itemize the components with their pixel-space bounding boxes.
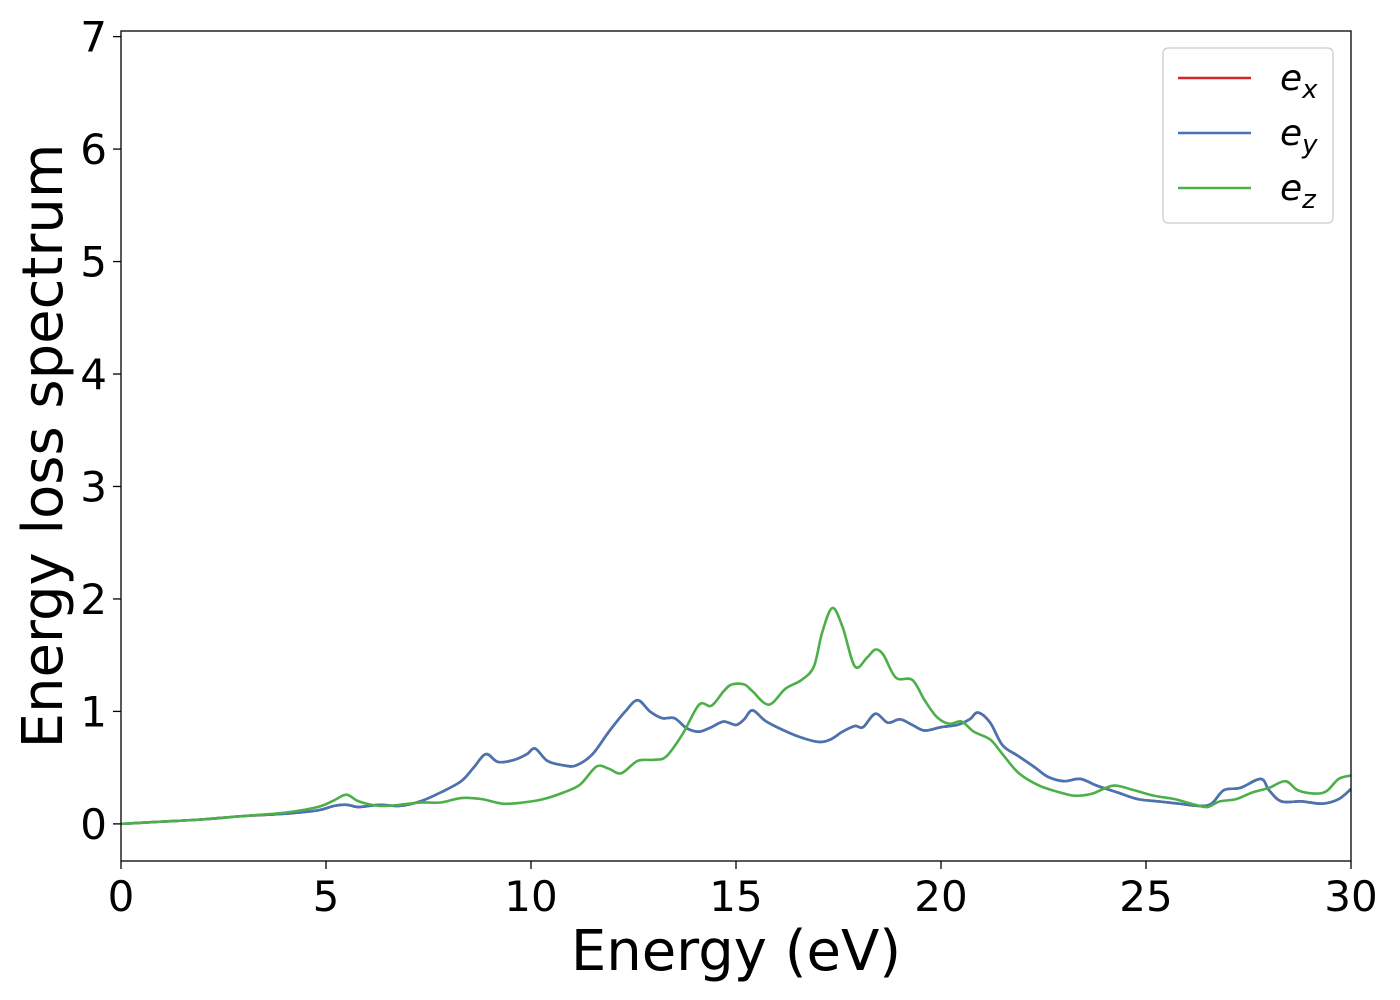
x-tick-label: 30 [1324,872,1377,921]
y-tick-label: 4 [80,350,107,399]
legend-box [1162,47,1334,224]
x-tick-label: 5 [313,872,340,921]
series-line-y [121,698,1351,826]
y-tick-label: 6 [80,125,107,174]
x-axis-title: Energy (eV) [571,919,901,984]
x-tick-label: 10 [504,872,557,921]
series-line-x [121,698,1351,826]
x-tick-label: 0 [108,872,135,921]
axes: 0 5 10 15 20 25 30 0 1 2 3 4 5 6 7 [80,13,1377,921]
y-axis-title: Energy loss spectrum [11,144,76,749]
y-tick-label: 0 [80,800,107,849]
y-tick-label: 5 [80,238,107,287]
legend-label-z: ez [1280,168,1317,215]
series-line-z [121,606,1351,826]
legend: ex ey ez [1162,47,1334,224]
plot-area [121,606,1351,826]
y-tick-label: 1 [80,687,107,736]
legend-label-y: ey [1280,113,1318,160]
y-tick-label: 2 [80,575,107,624]
x-tick-label: 25 [1119,872,1172,921]
y-tick-label: 7 [80,13,107,62]
x-tick-label: 15 [709,872,762,921]
y-tick-label: 3 [80,462,107,511]
x-tick-label: 20 [914,872,967,921]
legend-label-x: ex [1280,58,1318,105]
